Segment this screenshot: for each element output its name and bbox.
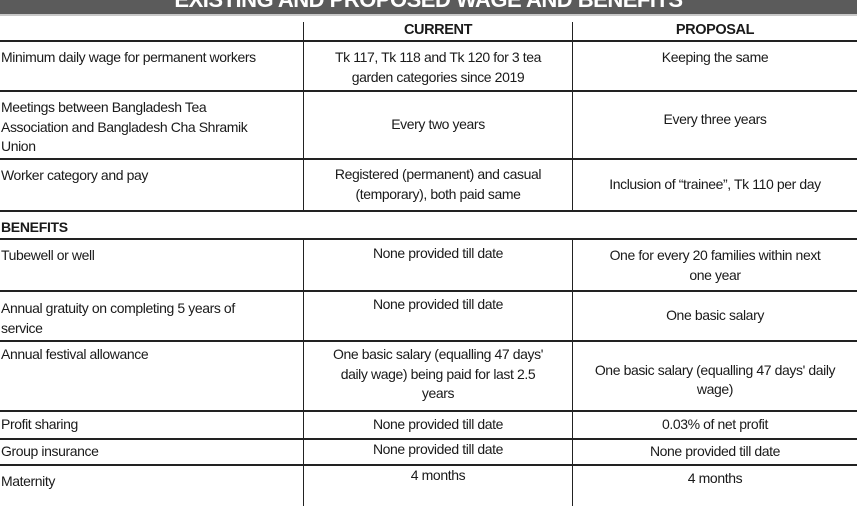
header-current: CURRENT (303, 22, 572, 40)
table-row: Minimum daily wage for permanent workers… (0, 42, 857, 92)
row-proposal: 4 months (572, 466, 857, 506)
row-current: None provided till date (303, 412, 572, 438)
row-proposal: None provided till date (572, 440, 857, 464)
row-current: One basic salary (equalling 47 days' dai… (303, 342, 572, 410)
table-row: Profit sharing None provided till date 0… (0, 412, 857, 440)
section-row: BENEFITS (0, 212, 857, 240)
row-proposal: One basic salary (equalling 47 days' dai… (572, 342, 857, 410)
row-proposal: Inclusion of “trainee”, Tk 110 per day (572, 160, 857, 210)
header-item (0, 22, 303, 40)
table-row: Maternity 4 months 4 months (0, 466, 857, 506)
table-row: Annual gratuity on completing 5 years of… (0, 292, 857, 342)
row-current: None provided till date (303, 292, 572, 340)
row-item: Maternity (1, 473, 55, 489)
row-item: Meetings between Bangladesh Tea Associat… (1, 99, 248, 154)
row-current: 4 months (303, 466, 572, 506)
title-bar: EXISTING AND PROPOSED WAGE AND BENEFITS (0, 0, 857, 16)
row-item: Tubewell or well (1, 247, 95, 263)
row-item: Group insurance (1, 443, 99, 460)
table-row: Tubewell or well None provided till date… (0, 240, 857, 292)
row-proposal: Every three years (572, 92, 857, 158)
row-proposal: 0.03% of net profit (572, 412, 857, 438)
table-title: EXISTING AND PROPOSED WAGE AND BENEFITS (0, 0, 857, 13)
row-item: Worker category and pay (1, 167, 148, 183)
row-item: Profit sharing (1, 416, 78, 433)
row-proposal: One for every 20 families within next on… (572, 240, 857, 290)
table-row: Annual festival allowance One basic sala… (0, 342, 857, 412)
header-proposal: PROPOSAL (572, 22, 857, 40)
table-row: Meetings between Bangladesh Tea Associat… (0, 92, 857, 160)
row-proposal: One basic salary (572, 292, 857, 340)
benefits-heading: BENEFITS (1, 219, 68, 235)
row-current: None provided till date (303, 240, 572, 290)
row-current: Tk 117, Tk 118 and Tk 120 for 3 tea gard… (303, 42, 572, 90)
header-row: CURRENT PROPOSAL (0, 22, 857, 42)
row-proposal: Keeping the same (572, 42, 857, 90)
row-current: None provided till date (303, 440, 572, 464)
row-item: Annual gratuity on completing 5 years of… (1, 300, 235, 336)
row-item: Minimum daily wage for permanent workers (1, 49, 256, 65)
table-row: Group insurance None provided till date … (0, 440, 857, 466)
row-current: Every two years (303, 92, 572, 158)
table-row: Worker category and pay Registered (perm… (0, 160, 857, 212)
row-current: Registered (permanent) and casual (tempo… (303, 160, 572, 210)
row-item: Annual festival allowance (1, 346, 149, 362)
